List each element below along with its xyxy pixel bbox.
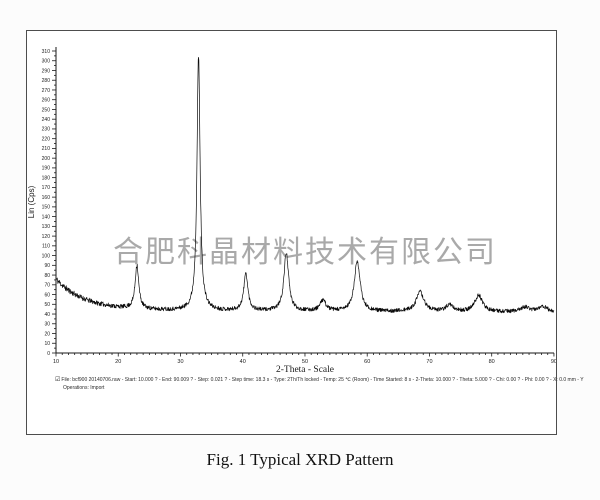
operations-line: Operations: Import bbox=[63, 385, 105, 391]
svg-text:290: 290 bbox=[42, 68, 51, 74]
svg-text:100: 100 bbox=[42, 253, 51, 259]
svg-text:150: 150 bbox=[42, 205, 51, 211]
figure-caption: Fig. 1 Typical XRD Pattern bbox=[206, 450, 394, 469]
svg-text:70: 70 bbox=[426, 359, 432, 365]
svg-text:50: 50 bbox=[302, 359, 308, 365]
svg-text:80: 80 bbox=[44, 273, 50, 279]
svg-text:220: 220 bbox=[42, 136, 51, 142]
svg-text:0: 0 bbox=[47, 351, 50, 357]
svg-text:20: 20 bbox=[115, 359, 121, 365]
scan-metadata: ☑File: bcf900 20140706.raw - Start: 10.0… bbox=[55, 376, 584, 392]
svg-text:30: 30 bbox=[44, 322, 50, 328]
x-axis-title: 2-Theta - Scale bbox=[276, 365, 334, 375]
svg-text:200: 200 bbox=[42, 156, 51, 162]
xrd-figure-image: 合肥科晶材料技术有限公司 10 20 30 40 50 60 70 80 90 0 10 20 30 40… bbox=[26, 30, 584, 435]
scan-info-row: ☑File: bcf900 20140706.raw - Start: 10.0… bbox=[55, 376, 584, 384]
svg-text:170: 170 bbox=[42, 185, 51, 191]
svg-text:50: 50 bbox=[44, 302, 50, 308]
svg-text:260: 260 bbox=[42, 98, 51, 104]
svg-text:60: 60 bbox=[44, 292, 50, 298]
svg-text:60: 60 bbox=[364, 359, 370, 365]
svg-text:310: 310 bbox=[42, 49, 51, 55]
svg-text:30: 30 bbox=[177, 359, 183, 365]
x-axis-ticks: 10 20 30 40 50 60 70 80 90 bbox=[53, 353, 556, 365]
svg-text:240: 240 bbox=[42, 117, 51, 123]
svg-text:110: 110 bbox=[42, 244, 50, 250]
svg-text:300: 300 bbox=[42, 59, 51, 65]
svg-text:210: 210 bbox=[42, 146, 51, 152]
svg-text:10: 10 bbox=[44, 341, 50, 347]
svg-text:10: 10 bbox=[53, 359, 59, 365]
svg-text:250: 250 bbox=[42, 107, 51, 113]
svg-text:40: 40 bbox=[240, 359, 246, 365]
svg-text:90: 90 bbox=[44, 263, 50, 269]
watermark-text: 合肥科晶材料技术有限公司 bbox=[113, 235, 497, 270]
scan-info-line: File: bcf900 20140706.raw - Start: 10.00… bbox=[61, 377, 584, 383]
svg-text:180: 180 bbox=[42, 175, 51, 181]
xrd-chart: 10 20 30 40 50 60 70 80 900102030405060708090100… bbox=[27, 47, 556, 375]
svg-text:190: 190 bbox=[42, 166, 51, 172]
y-axis-title: Lin (Cps) bbox=[27, 185, 36, 218]
svg-text:120: 120 bbox=[42, 234, 51, 240]
y-axis-ticks: 0 10 20 30 40 50 60 70 80 90 100 110 120 130 140 150 160… bbox=[42, 49, 56, 357]
svg-text:230: 230 bbox=[42, 127, 51, 133]
svg-text:270: 270 bbox=[42, 88, 51, 94]
svg-text:70: 70 bbox=[44, 283, 50, 289]
svg-text:20: 20 bbox=[44, 331, 50, 337]
svg-text:140: 140 bbox=[42, 214, 51, 220]
svg-text:280: 280 bbox=[42, 78, 51, 84]
svg-text:80: 80 bbox=[489, 359, 495, 365]
svg-text:130: 130 bbox=[42, 224, 51, 230]
scan-legend-checkbox-icon: ☑ bbox=[55, 377, 61, 383]
xrd-curve bbox=[55, 56, 555, 314]
svg-text:90: 90 bbox=[551, 359, 556, 365]
svg-text:40: 40 bbox=[44, 312, 50, 318]
svg-text:160: 160 bbox=[42, 195, 51, 201]
